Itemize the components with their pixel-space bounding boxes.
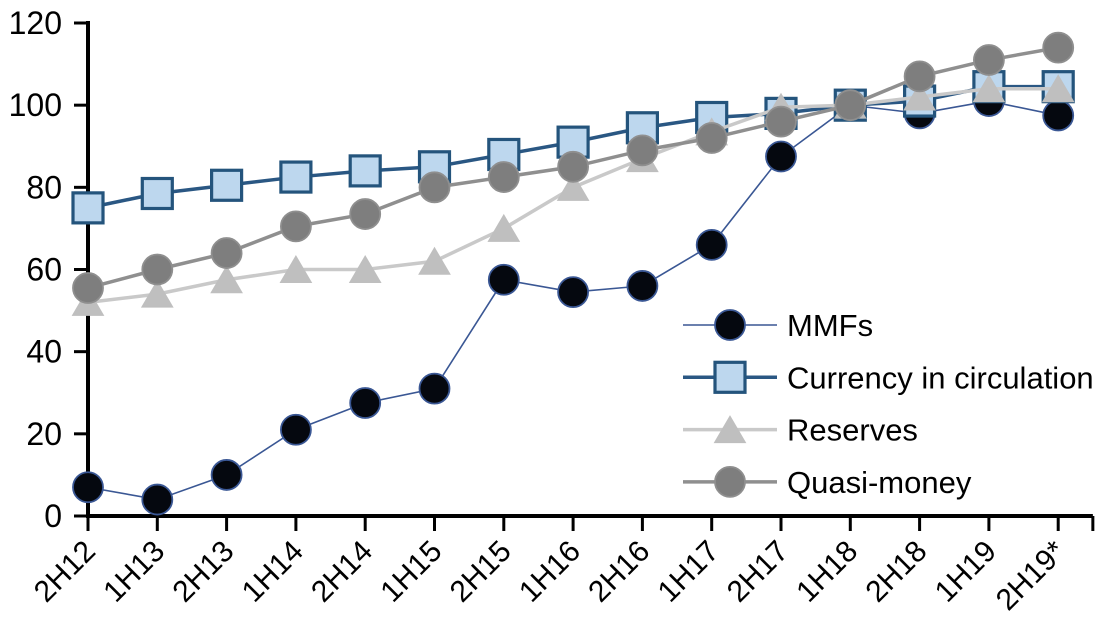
marker-square-currency-in-circulation xyxy=(210,168,244,202)
marker-circle-mmfs xyxy=(487,263,520,296)
marker-circle-quasi-money xyxy=(626,134,659,167)
marker-triangle-reserves xyxy=(348,255,382,283)
marker-triangle-reserves xyxy=(487,213,521,242)
marker-circle-quasi-money xyxy=(418,171,451,204)
marker-circle-quasi-money xyxy=(1042,31,1075,64)
legend-label-quasi-money: Quasi-money xyxy=(787,465,972,500)
x-tick-label: 2H13 xyxy=(167,535,241,609)
x-tick-label: 1H17 xyxy=(652,535,726,609)
legend-label-reserves: Reserves xyxy=(787,413,918,448)
x-tick-label: 1H19 xyxy=(929,535,1003,609)
marker-square-currency-in-circulation xyxy=(348,154,382,188)
marker-circle-mmfs xyxy=(765,140,797,173)
marker-triangle-reserves xyxy=(279,255,313,283)
marker-circle-quasi-money xyxy=(349,198,382,230)
marker-circle-quasi-money xyxy=(141,253,174,286)
marker-circle-mmfs xyxy=(72,471,104,504)
marker-triangle-reserves xyxy=(1041,74,1075,103)
y-tick-label: 120 xyxy=(9,5,62,41)
x-tick-label: 2H15 xyxy=(444,535,518,609)
marker-circle-quasi-money xyxy=(557,150,589,183)
marker-triangle-reserves xyxy=(972,74,1006,103)
marker-circle-quasi-money xyxy=(973,44,1005,76)
x-tick-label: 2H16 xyxy=(582,535,656,609)
marker-circle-mmfs xyxy=(418,372,451,405)
marker-circle-mmfs xyxy=(695,228,728,261)
y-tick-label: 80 xyxy=(26,169,62,205)
marker-triangle-reserves xyxy=(713,415,747,444)
marker-circle-quasi-money xyxy=(903,60,936,93)
marker-circle-mmfs xyxy=(1042,99,1075,132)
x-tick-label: 1H16 xyxy=(513,535,587,609)
marker-square-currency-in-circulation xyxy=(140,176,174,211)
marker-square-currency-in-circulation xyxy=(279,160,313,194)
marker-circle-quasi-money xyxy=(765,105,797,138)
x-tick-label: 2H19* xyxy=(990,534,1073,617)
marker-circle-quasi-money xyxy=(714,465,746,498)
marker-circle-quasi-money xyxy=(210,237,243,269)
marker-circle-mmfs xyxy=(210,459,243,491)
marker-square-currency-in-circulation xyxy=(71,191,105,225)
y-tick-label: 60 xyxy=(26,252,62,288)
marker-circle-mmfs xyxy=(349,387,382,419)
x-tick-label: 1H13 xyxy=(97,535,171,609)
y-tick-label: 0 xyxy=(44,498,62,534)
marker-circle-mmfs xyxy=(714,309,746,341)
marker-triangle-reserves xyxy=(140,279,174,308)
marker-circle-mmfs xyxy=(279,413,312,446)
marker-circle-mmfs xyxy=(557,276,589,308)
legend-label-mmfs: MMFs xyxy=(787,308,873,343)
x-tick-label: 2H12 xyxy=(28,535,102,609)
x-tick-label: 1H15 xyxy=(374,535,448,609)
marker-triangle-reserves xyxy=(556,172,590,201)
marker-circle-quasi-money xyxy=(487,161,520,193)
marker-circle-mmfs xyxy=(141,483,174,516)
marker-triangle-reserves xyxy=(418,246,451,275)
marker-square-currency-in-circulation xyxy=(713,360,747,394)
legend-label-currency-in-circulation: Currency in circulation xyxy=(787,360,1094,395)
y-tick-label: 40 xyxy=(26,334,62,370)
y-tick-label: 100 xyxy=(9,87,62,123)
x-tick-label: 2H14 xyxy=(305,535,379,609)
x-tick-label: 2H17 xyxy=(721,535,795,609)
y-tick-label: 20 xyxy=(26,416,62,452)
marker-circle-quasi-money xyxy=(834,89,867,122)
x-tick-label: 1H18 xyxy=(790,535,864,609)
marker-triangle-reserves xyxy=(903,82,936,111)
marker-circle-quasi-money xyxy=(279,210,312,243)
marker-triangle-reserves xyxy=(210,265,243,294)
x-tick-label: 1H14 xyxy=(236,535,310,609)
x-tick-label: 2H18 xyxy=(860,535,934,609)
marker-circle-quasi-money xyxy=(695,122,728,154)
marker-circle-mmfs xyxy=(626,270,659,302)
marker-circle-quasi-money xyxy=(72,272,104,304)
